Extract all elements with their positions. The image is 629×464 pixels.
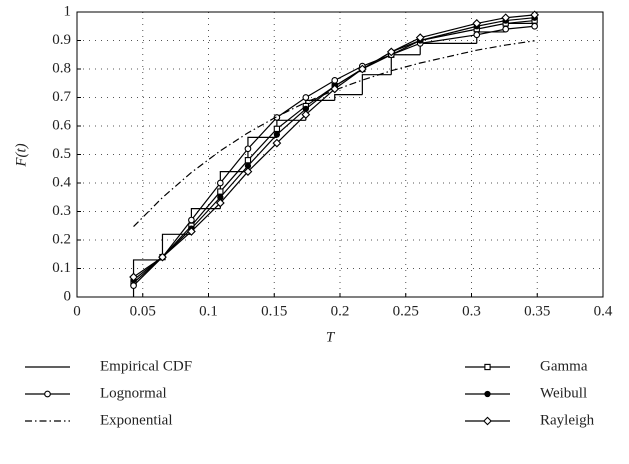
marker [130,282,137,289]
marker [273,131,281,138]
marker [386,47,396,57]
step-segment [419,42,477,55]
step-segment [247,136,277,172]
y-tick-label: 0.1 [52,260,71,276]
marker [244,145,252,153]
x-tick-label: 0.4 [594,303,613,319]
x-tick-label: 0.2 [331,303,350,319]
series-line [133,14,535,278]
marker [330,84,340,94]
marker [415,33,425,43]
step-segment [361,74,392,95]
marker [357,64,367,74]
marker [188,216,195,224]
x-tick-label: 0.15 [261,303,287,319]
marker [501,13,511,23]
y-tick-label: 0.2 [52,231,71,247]
series-line [133,25,535,287]
series-line [133,19,535,284]
legend-label: Exponential [100,412,172,428]
marker [484,363,491,371]
legend-label: Weibull [540,385,587,401]
marker [472,19,482,28]
step-segment [161,233,192,260]
step-segment [334,94,363,101]
legend-label: Rayleigh [540,412,595,428]
series-line [133,40,535,228]
x-axis-label: T [326,329,336,345]
marker [302,94,310,101]
marker [158,252,167,262]
marker [301,110,311,119]
x-tick-label: 0.3 [462,303,481,319]
marker [44,390,51,398]
marker [129,272,138,282]
y-tick-label: 0.3 [52,203,71,219]
x-tick-label: 0 [73,303,81,319]
y-tick-label: 0 [64,288,72,304]
x-tick-label: 0.25 [393,303,419,319]
y-tick-label: 0.6 [52,117,71,133]
plot-frame [76,11,604,298]
legend-label: Lognormal [100,385,167,401]
legend-label: Gamma [540,358,588,374]
marker [216,179,224,187]
marker [483,416,492,426]
y-tick-label: 1 [64,3,72,19]
marker [331,77,339,84]
y-axis-label: F(t) [13,143,29,167]
marker [273,114,281,121]
x-tick-label: 0.05 [130,303,156,319]
y-tick-label: 0.4 [52,174,71,190]
y-tick-label: 0.5 [52,146,71,162]
marker [187,227,196,236]
legend-label: Empirical CDF [100,358,192,374]
legend: Empirical CDF Gamma Lognormal Weibull Expone… [25,358,595,428]
marker [473,31,481,39]
marker [244,157,252,164]
y-tick-label: 0.7 [52,89,71,105]
y-tick-label: 0.8 [52,60,71,76]
series-line [133,17,535,281]
marker [273,125,281,132]
marker [530,10,539,20]
marker [243,167,253,176]
y-tick-label: 0.9 [52,32,71,48]
marker [531,22,538,30]
marker [272,138,282,148]
marker [215,198,225,208]
marker [484,390,491,398]
x-tick-label: 0.35 [524,303,550,319]
x-tick-label: 0.1 [199,303,218,319]
marker [502,25,510,33]
marker [217,188,224,195]
